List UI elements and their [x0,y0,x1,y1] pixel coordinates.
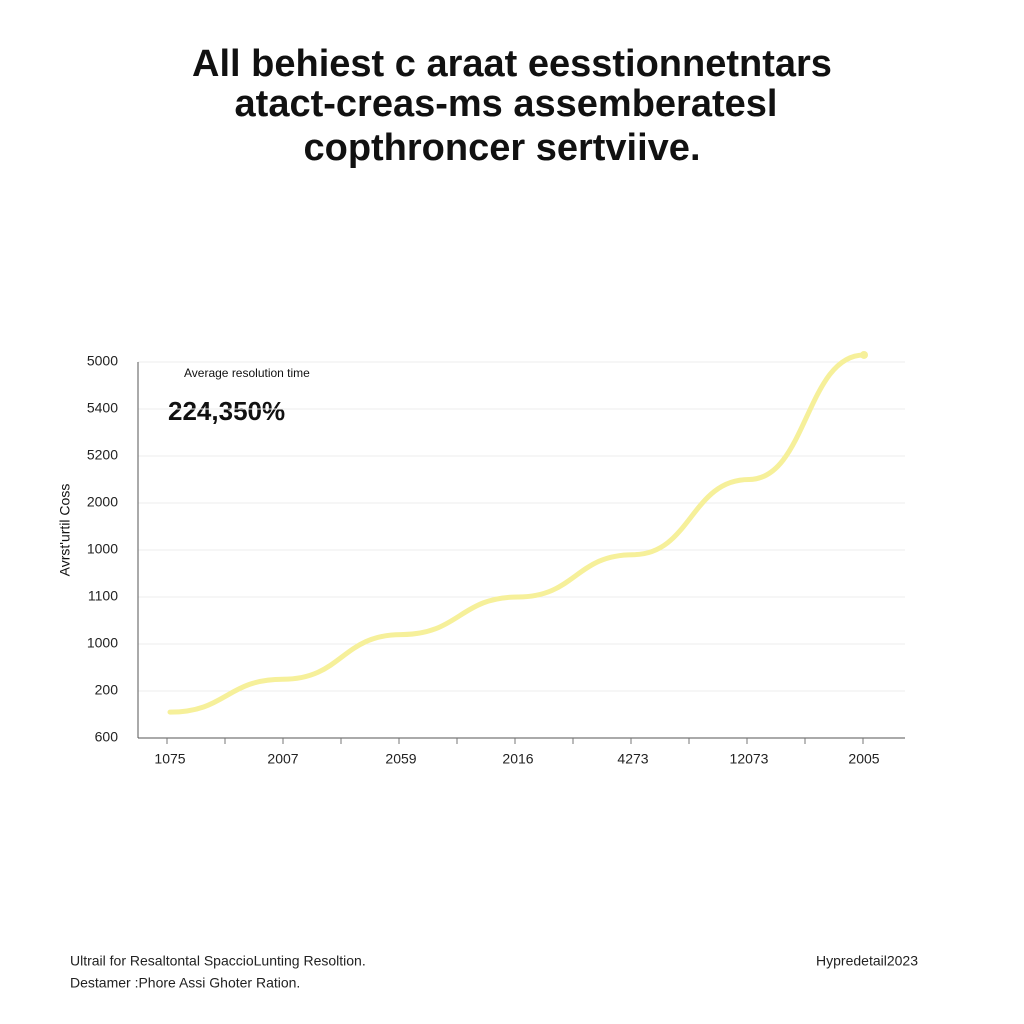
y-tick-label: 5000 [87,353,118,369]
y-axis-label: Avrst'urtil Coss [57,484,73,577]
y-tick-label: 600 [95,729,119,745]
x-tick-label: 12073 [730,751,769,767]
y-tick-label: 200 [95,682,119,698]
y-tick-label: 1100 [88,588,118,604]
line-series [167,352,867,715]
x-tick-label: 2007 [267,751,298,767]
footer-right: Hypredetail2023 [816,953,918,969]
footer-left: Destamer :Phore Assi Ghoter Ration. [70,975,300,991]
y-tick-label: 2000 [87,494,118,510]
x-tick-label: 4273 [617,751,648,767]
x-tick-label: 2005 [848,751,879,767]
title-line: All behiest c araat eesstionnetntars [192,43,832,85]
y-tick-label: 1000 [87,541,118,557]
title-line: atact-creas-ms assemberatesl [235,83,778,125]
footer-left: Ultrail for Resaltontal SpaccioLunting R… [70,953,366,969]
annotation-label: Average resolution time [184,366,310,380]
x-tick-label: 1075 [154,751,185,767]
annotation-value: 224,350% [168,396,285,426]
end-point [860,350,868,359]
y-tick-label: 5400 [87,400,118,416]
x-tick-label: 2059 [385,751,416,767]
y-tick-label: 5200 [87,447,118,463]
x-tick-label: 2016 [502,751,533,767]
title-line: copthroncer sertviive. [303,127,700,169]
y-tick-label: 1000 [87,635,118,651]
